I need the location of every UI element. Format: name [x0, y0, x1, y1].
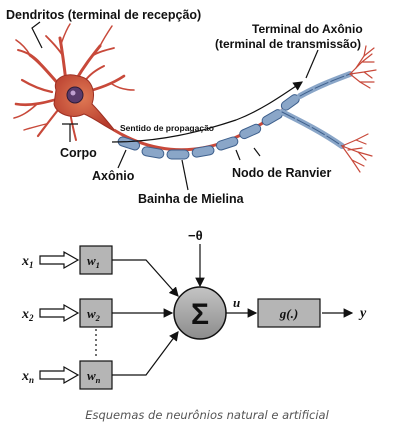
axon-terminal-label-line1: Terminal do Axônio [252, 22, 363, 36]
input-arrow-2 [39, 303, 80, 323]
bias-label: −θ [188, 228, 203, 243]
ranvier-label: Nodo de Ranvier [232, 166, 331, 180]
axon-label: Axônio [92, 169, 135, 183]
input-label-n: xn [21, 369, 34, 385]
summation-node [173, 286, 227, 340]
propagation-arrow [111, 81, 303, 143]
natural-neuron: Dendritos (terminal de recepção) Termina… [6, 8, 377, 206]
myelin-label: Bainha de Mielina [138, 192, 245, 206]
axon-branches [279, 71, 353, 149]
weight-box-n [79, 360, 113, 390]
activation-label: g(.) [279, 306, 298, 321]
propagation-label: Sentido de propagação [120, 123, 214, 133]
sum-symbol: Σ [191, 298, 209, 331]
u-label: u [233, 295, 240, 310]
weight-box-2 [79, 298, 113, 328]
weight-box-1 [79, 245, 113, 275]
dendrites-label: Dendritos (terminal de recepção) [6, 8, 201, 22]
input-arrow-n [39, 365, 80, 385]
input-label-1: x1 [21, 254, 34, 270]
myelin-sheath [117, 94, 300, 160]
figure-caption: Esquemas de neurônios natural e artifici… [85, 408, 329, 422]
nucleolus [70, 90, 76, 96]
input-label-2: x2 [21, 307, 34, 323]
output-label: y [358, 306, 367, 321]
weight-to-sum-arrows [112, 244, 354, 376]
weight-label-2: w2 [87, 306, 101, 323]
axon-terminals-lower [341, 133, 373, 173]
artificial-neuron: x1 x2 xn w1 w2 wn −θ [21, 228, 367, 390]
nucleus [66, 86, 84, 104]
body-label: Corpo [60, 146, 97, 160]
axon-terminal-label-line2: (terminal de transmissão) [215, 37, 361, 51]
input-arrows [39, 250, 80, 385]
activation-box [257, 298, 321, 328]
axon-terminals-upper [349, 45, 377, 89]
dendrites [13, 23, 135, 141]
callout-lines [31, 21, 319, 191]
weight-label-n: wn [87, 368, 101, 385]
weight-label-1: w1 [87, 253, 100, 270]
input-arrow-1 [39, 250, 80, 270]
